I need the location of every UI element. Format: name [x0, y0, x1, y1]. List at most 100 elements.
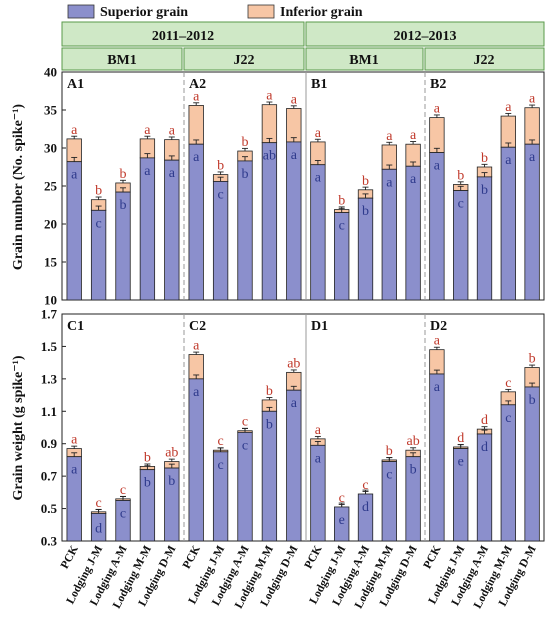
sig-letter-superior-D2-0: a	[434, 380, 441, 395]
x-tick-label-D1-0: PCK	[303, 544, 325, 571]
sig-letter-superior-C1-1: d	[95, 522, 102, 537]
sig-letter-superior-A1-1: c	[95, 216, 101, 231]
sig-letter-total-B1-4: a	[410, 128, 417, 143]
sig-letter-total-C2-0: a	[193, 339, 200, 354]
sig-letter-superior-C1-2: c	[120, 506, 126, 521]
sig-letter-superior-A2-0: a	[193, 150, 200, 165]
sig-letter-superior-C2-2: c	[242, 438, 248, 453]
y-tick-label-0-6: 40	[44, 65, 57, 80]
y-tick-label-1-7: 1.7	[41, 307, 58, 322]
bar-superior-A2-4	[286, 141, 302, 301]
sig-letter-superior-A1-3: a	[144, 164, 151, 179]
legend: Superior grain Inferior grain	[67, 4, 363, 20]
sig-letter-total-A1-3: a	[144, 123, 151, 138]
sig-letter-total-C1-4: ab	[165, 446, 178, 461]
bar-superior-B2-4	[524, 143, 540, 301]
bar-superior-B2-0	[429, 152, 445, 301]
sig-letter-superior-B2-1: c	[458, 197, 464, 212]
plot-frame-0	[61, 71, 545, 301]
sig-letter-superior-B2-2: b	[481, 183, 488, 198]
sig-letter-total-B1-3: a	[386, 129, 393, 144]
header-cultivar-3: BM1	[349, 53, 379, 68]
sig-letter-superior-A2-4: a	[291, 148, 298, 163]
sig-letter-superior-D2-1: e	[458, 455, 464, 470]
sig-letter-superior-A2-3: ab	[263, 149, 276, 164]
bar-superior-A1-3	[139, 157, 156, 301]
sig-letter-total-B2-1: b	[457, 168, 464, 183]
sig-letter-total-C1-3: b	[144, 450, 151, 465]
legend-label-inferior: Inferior grain	[280, 5, 363, 20]
y-tick-label-1-5: 1.3	[41, 371, 58, 386]
y-tick-label-0-3: 25	[44, 179, 58, 194]
y-tick-label-1-6: 1.5	[41, 339, 58, 354]
panel-label-D1: D1	[311, 319, 328, 334]
sig-letter-total-A2-2: b	[242, 135, 249, 150]
bar-inferior-A2-0	[188, 105, 204, 145]
sig-letter-superior-B1-4: a	[410, 172, 417, 187]
sig-letter-total-A1-4: a	[169, 124, 176, 139]
sig-letter-total-B1-0: a	[315, 126, 322, 141]
sig-letter-total-A2-3: a	[266, 89, 273, 104]
sig-letter-total-C1-1: c	[95, 496, 101, 511]
sig-letter-total-B2-4: a	[529, 92, 536, 107]
panel-label-A1: A1	[67, 77, 84, 92]
bar-superior-A2-0	[188, 143, 204, 301]
sig-letter-superior-C2-1: c	[217, 458, 223, 473]
sig-letter-superior-D1-2: d	[362, 500, 369, 515]
sig-letter-total-D1-1: c	[339, 491, 345, 506]
sig-letter-superior-A1-0: a	[71, 168, 78, 183]
sig-letter-total-D1-2: c	[362, 478, 368, 493]
header-cultivar-box-1	[61, 47, 183, 71]
sig-letter-superior-A2-2: b	[242, 167, 249, 182]
sig-letter-superior-D2-3: c	[505, 411, 511, 426]
sig-letter-total-D2-1: d	[457, 431, 464, 446]
y-tick-label-1-2: 0.7	[41, 469, 58, 484]
header-cultivar-box-2	[183, 47, 305, 71]
panel-label-C1: C1	[67, 319, 84, 334]
plot-frame-1	[61, 313, 545, 542]
sig-letter-superior-C1-4: b	[168, 474, 175, 489]
sig-letter-total-A2-4: a	[291, 92, 298, 107]
bar-inferior-B2-4	[524, 107, 540, 145]
sig-letter-total-A1-1: b	[95, 184, 102, 199]
sig-letter-total-A2-1: b	[217, 159, 224, 174]
sig-letter-total-B2-2: b	[481, 151, 488, 166]
bar-inferior-A2-4	[286, 108, 302, 143]
y-tick-label-1-1: 0.5	[41, 501, 58, 516]
sig-letter-superior-B2-4: a	[529, 150, 536, 165]
sig-letter-superior-B1-0: a	[315, 171, 322, 186]
sig-letter-total-C2-1: c	[217, 434, 223, 449]
legend-swatch-superior	[67, 4, 95, 19]
sig-letter-superior-D1-3: c	[386, 468, 392, 483]
header-year-1: 2011–2012	[152, 29, 214, 44]
x-tick-label-C1-0: PCK	[59, 544, 81, 571]
y-tick-label-0-5: 35	[44, 103, 58, 118]
sig-letter-total-D2-4: b	[529, 352, 536, 367]
charts: 10152025303540A1aabcbbaaaaA2aabcbbaabaaB…	[41, 65, 545, 549]
sig-letter-superior-B2-3: a	[505, 153, 512, 168]
sig-letter-superior-B1-2: b	[362, 204, 369, 219]
panel-label-C2: C2	[189, 319, 206, 334]
sig-letter-total-D2-3: c	[505, 376, 511, 391]
panel-label-D2: D2	[430, 319, 447, 334]
header-year-2: 2012–2013	[394, 29, 457, 44]
bar-superior-A2-3	[261, 142, 278, 301]
legend-swatch-inferior	[247, 4, 275, 19]
sig-letter-total-B2-3: a	[505, 100, 512, 115]
header-cultivar-1: BM1	[107, 53, 137, 68]
sig-letter-superior-A1-2: b	[120, 198, 127, 213]
header-cultivar-box-4	[424, 47, 545, 71]
bar-superior-D2-4	[524, 386, 540, 542]
bar-superior-B2-3	[500, 146, 516, 301]
y-tick-label-0-2: 20	[44, 217, 57, 232]
panel-label-B1: B1	[311, 77, 327, 92]
bar-superior-C2-0	[188, 378, 204, 542]
x-tick-label-C2-0: PCK	[181, 544, 203, 571]
y-tick-label-1-0: 0.3	[41, 534, 58, 549]
x-tick-label-D2-0: PCK	[422, 544, 444, 571]
sig-letter-total-C2-2: c	[242, 415, 248, 430]
sig-letter-superior-B1-1: c	[339, 219, 345, 234]
sig-letter-superior-A1-4: a	[169, 166, 176, 181]
bar-superior-D2-0	[429, 373, 445, 542]
